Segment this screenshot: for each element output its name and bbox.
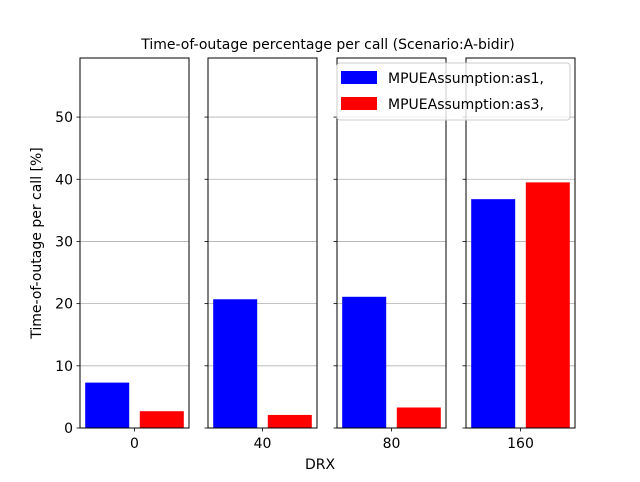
y-tick-label: 30	[55, 234, 73, 250]
chart-title: Time-of-outage percentage per call (Scen…	[140, 37, 515, 53]
bar-as3-160	[525, 182, 570, 428]
bar-as1-0	[85, 382, 130, 428]
x-tick-label: 160	[507, 436, 534, 452]
bar-as3-0	[139, 411, 184, 428]
x-axis-label: DRX	[305, 457, 336, 473]
legend-swatch	[341, 97, 377, 110]
y-tick-label: 40	[55, 172, 73, 188]
y-axis-label: Time-of-outage per call [%]	[29, 147, 45, 340]
legend-swatch	[341, 71, 377, 84]
panel-80: 80	[333, 57, 447, 452]
bar-as3-80	[396, 407, 441, 428]
plot-panels: 0 10 20 30 40 50 0 40 80 160	[55, 57, 576, 452]
legend: MPUEAssumption:as1, MPUEAssumption:as3,	[336, 62, 571, 121]
x-tick-label: 40	[254, 436, 272, 452]
y-tick-label: 20	[55, 297, 73, 313]
panel-frame	[79, 57, 190, 429]
panel-0: 0 10 20 30 40 50 0	[55, 57, 190, 452]
legend-box	[336, 62, 571, 121]
bar-as1-160	[471, 199, 516, 428]
legend-label: MPUEAssumption:as3,	[388, 97, 544, 113]
panel-160: 160	[462, 57, 576, 452]
bar-as1-40	[213, 299, 258, 428]
legend-label: MPUEAssumption:as1,	[388, 71, 544, 87]
x-tick-label: 0	[130, 436, 139, 452]
y-tick-label: 10	[55, 359, 73, 375]
bar-as1-80	[342, 296, 387, 428]
bar-as3-40	[267, 414, 312, 428]
panel-40: 40	[204, 57, 318, 452]
y-tick-label: 0	[64, 421, 73, 437]
x-tick-label: 80	[383, 436, 401, 452]
y-tick-label: 50	[55, 110, 73, 126]
